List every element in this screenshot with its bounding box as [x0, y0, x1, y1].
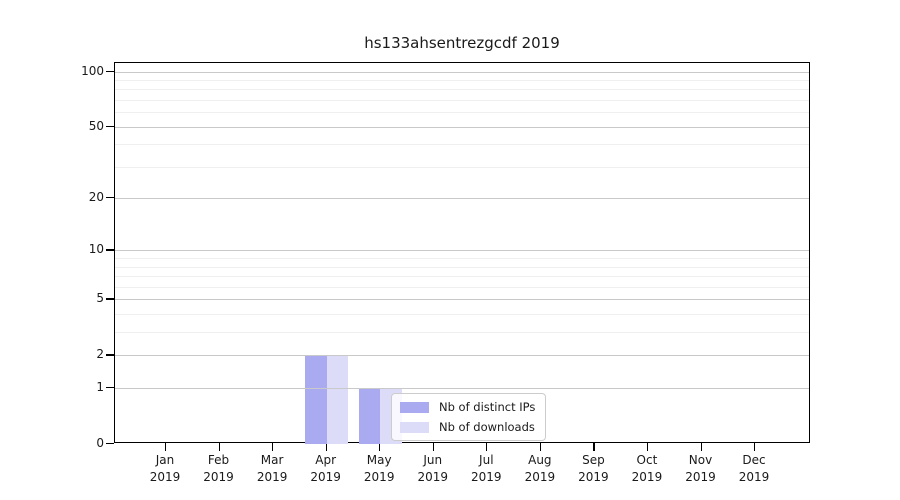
gridline-minor	[115, 89, 809, 91]
x-tick-month: Dec	[742, 453, 766, 467]
y-tick-2	[106, 354, 114, 356]
y-tick-1	[106, 387, 114, 389]
x-tick-jun	[432, 443, 434, 451]
x-tick-month: Mar	[260, 453, 284, 467]
bar-downloads-apr	[326, 355, 349, 444]
x-tick-aug	[539, 443, 542, 451]
x-tick-year: 2019	[203, 469, 234, 484]
x-tick-jul	[486, 443, 488, 451]
gridline-minor	[115, 286, 809, 288]
chart-title: hs133ahsentrezgcdf 2019	[364, 34, 560, 52]
x-tick-year: 2019	[631, 469, 663, 484]
x-tick-year: 2019	[471, 469, 502, 484]
x-tick-may	[379, 443, 381, 451]
y-tick-5	[106, 298, 114, 300]
x-tick-sep	[593, 443, 595, 451]
gridline-minor	[115, 258, 809, 260]
y-tick-label-1: 1	[96, 380, 104, 395]
x-tick-year: 2019	[149, 469, 181, 484]
gridline-minor	[115, 166, 809, 168]
legend-item: Nb of distinct IPs	[400, 399, 535, 415]
x-tick-dec	[754, 443, 756, 451]
x-tick-year: 2019	[685, 469, 716, 484]
x-tick-label-aug: Aug 2019	[525, 452, 556, 485]
y-tick-label-10: 10	[88, 242, 104, 257]
bar-ips-may	[358, 388, 381, 444]
y-tick-label-100: 100	[81, 63, 104, 78]
gridline-major-100	[115, 71, 809, 73]
x-tick-month: May	[366, 453, 392, 467]
x-tick-label-feb: Feb 2019	[203, 452, 234, 485]
x-tick-month: Jan	[155, 453, 175, 467]
x-tick-year: 2019	[256, 469, 288, 484]
gridline-minor	[115, 314, 809, 316]
x-tick-label-dec: Dec 2019	[739, 452, 770, 485]
x-tick-mar	[272, 443, 274, 451]
gridline-minor	[115, 266, 809, 268]
x-tick-month: Jun	[423, 453, 443, 467]
legend: Nb of distinct IPs Nb of downloads	[391, 393, 547, 441]
gridline-minor	[115, 112, 809, 114]
gridline-major-20	[115, 198, 809, 200]
y-tick-label-20: 20	[88, 190, 104, 205]
y-tick-label-2: 2	[96, 347, 104, 362]
gridline-major-50	[115, 126, 809, 128]
y-tick-label-0: 0	[96, 436, 104, 450]
x-tick-month: Jul	[479, 453, 494, 467]
x-tick-year: 2019	[578, 469, 609, 484]
gridline-major-1	[115, 388, 809, 390]
gridline-major-2	[115, 355, 809, 357]
x-tick-nov	[700, 443, 702, 451]
y-tick-label-50: 50	[88, 118, 104, 133]
x-tick-feb	[218, 443, 220, 451]
x-tick-year: 2019	[738, 469, 770, 484]
x-tick-year: 2019	[363, 469, 395, 484]
x-tick-label-mar: Mar 2019	[257, 452, 288, 485]
gridline-minor	[115, 332, 809, 334]
gridline-major-10	[115, 250, 809, 252]
x-tick-month: Sep	[582, 453, 605, 467]
x-tick-label-nov: Nov 2019	[685, 452, 716, 485]
x-tick-label-apr: Apr 2019	[310, 452, 341, 485]
x-tick-label-jan: Jan 2019	[150, 452, 181, 485]
legend-item: Nb of downloads	[400, 419, 535, 435]
x-tick-apr	[325, 443, 327, 451]
x-tick-year: 2019	[524, 469, 556, 484]
y-tick-50	[106, 125, 114, 127]
legend-swatch-distinct-ips-icon	[400, 401, 429, 413]
legend-label-distinct-ips: Nb of distinct IPs	[439, 400, 536, 414]
x-tick-label-may: May 2019	[364, 452, 395, 485]
x-tick-month: Feb	[207, 453, 230, 467]
bar-ips-apr	[305, 355, 327, 444]
gridline-minor	[115, 276, 809, 278]
x-tick-month: Nov	[688, 453, 713, 467]
y-tick-10	[106, 249, 114, 251]
x-tick-month: Aug	[528, 453, 552, 467]
legend-label-downloads: Nb of downloads	[439, 420, 535, 434]
gridline-minor	[115, 144, 809, 146]
y-tick-20	[106, 197, 114, 199]
x-tick-month: Oct	[636, 453, 658, 467]
x-tick-label-jun: Jun 2019	[417, 452, 448, 485]
x-tick-month: Apr	[315, 453, 337, 467]
x-tick-year: 2019	[417, 469, 449, 484]
gridline-major-5	[115, 299, 809, 301]
plot-area	[114, 62, 810, 444]
x-tick-year: 2019	[310, 469, 341, 484]
gridline-minor	[115, 79, 809, 81]
legend-swatch-downloads-icon	[400, 421, 429, 433]
gridline-minor	[115, 100, 809, 101]
x-tick-oct	[646, 443, 649, 451]
y-tick-label-5: 5	[96, 291, 104, 306]
x-tick-label-oct: Oct 2019	[632, 452, 663, 485]
y-tick-100	[106, 70, 114, 72]
x-tick-jan	[165, 443, 167, 451]
x-tick-label-sep: Sep 2019	[578, 452, 609, 485]
y-tick-0	[106, 443, 114, 445]
x-tick-label-jul: Jul 2019	[471, 452, 502, 485]
